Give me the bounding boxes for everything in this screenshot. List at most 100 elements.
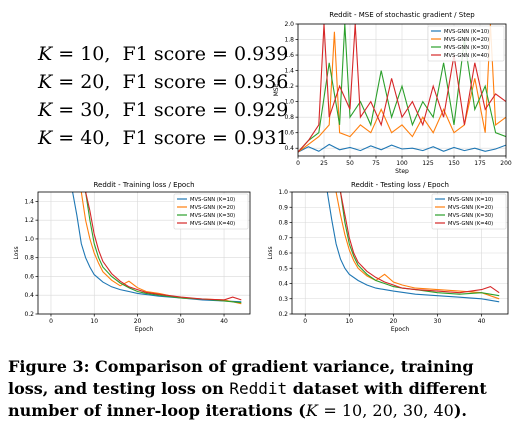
k-value: 40: [80, 127, 105, 149]
x-axis-label: Step: [395, 168, 409, 174]
metric-label: F1 score: [122, 127, 206, 149]
f1-value: 0.939: [233, 43, 289, 65]
series-line-k30: [339, 192, 500, 297]
x-tick-label: 0: [303, 318, 307, 325]
series-line-k10: [326, 192, 500, 303]
series-line-k20: [335, 192, 500, 300]
x-tick-label: 10: [90, 318, 98, 325]
y-tick-label: 0.4: [278, 281, 288, 288]
f1-row-k20: K = 20, F1 score = 0.936: [38, 71, 289, 93]
chart-title: Reddit - Training loss / Epoch: [93, 181, 194, 189]
y-tick-label: 0.9: [278, 204, 288, 211]
series-line-k40: [339, 192, 500, 294]
x-tick-label: 150: [448, 160, 460, 167]
chart-title: Reddit - Testing loss / Epoch: [351, 181, 449, 189]
y-tick-label: 1.2: [284, 83, 294, 90]
caption-suffix: ).: [453, 401, 467, 420]
k-symbol: K: [38, 99, 53, 121]
metric-label: F1 score: [122, 99, 206, 121]
k-symbol: K: [38, 71, 53, 93]
legend-label: MVS-GNN (K=10): [190, 197, 235, 203]
x-tick-label: 20: [390, 318, 398, 325]
y-tick-label: 0.8: [278, 220, 288, 227]
y-tick-label: 0.2: [278, 311, 288, 318]
legend-label: MVS-GNN (K=30): [444, 45, 489, 51]
series-group: [298, 24, 506, 153]
legend-label: MVS-GNN (K=40): [444, 53, 489, 59]
k-value: 10: [80, 43, 105, 65]
x-tick-label: 50: [346, 160, 354, 167]
legend-label: MVS-GNN (K=20): [444, 37, 489, 43]
series-group: [72, 192, 242, 305]
series-line-k30: [298, 24, 506, 153]
x-tick-label: 100: [396, 160, 408, 167]
mse-chart: 0 25 50 75 100 125 150 175 200 0.4 0.6 0.8 1.0 1.2 1.4…: [273, 11, 512, 174]
y-tick-label: 1.6: [284, 52, 294, 59]
k-value: 30: [80, 99, 105, 121]
x-tick-label: 20: [134, 318, 142, 325]
series-line-k10: [298, 143, 506, 153]
y-tick-label: 0.2: [24, 311, 34, 318]
y-tick-label: 0.6: [284, 130, 294, 137]
x-axis-label: Epoch: [135, 326, 154, 333]
y-tick-label: 0.3: [278, 296, 288, 303]
legend-box: [173, 193, 249, 230]
legend-label: MVS-GNN (K=20): [448, 205, 493, 211]
legend-box: [431, 193, 507, 230]
testing-loss-chart: 0 10 20 30 40 0.2 0.3 0.4 0.5 0.6 0.7 0.8 0.9 1.0 Redd…: [267, 181, 509, 333]
y-axis-label: Loss: [13, 246, 20, 259]
legend: MVS-GNN (K=10) MVS-GNN (K=20) MVS-GNN (K=3…: [173, 193, 249, 230]
caption-middle: dataset with different number of inner-l…: [8, 379, 487, 420]
metric-label: F1 score: [122, 43, 206, 65]
series-line-k40: [85, 192, 242, 301]
y-tick-label: 0.8: [284, 114, 294, 121]
x-axis-label: Epoch: [391, 326, 410, 333]
caption-dataset: Reddit: [229, 379, 288, 398]
x-tick-label: 30: [177, 318, 185, 325]
y-tick-label: 1.2: [24, 217, 34, 224]
x-tick-label: 10: [345, 318, 353, 325]
training-loss-chart: 0 10 20 30 40 0.2 0.4 0.6 0.8 1.0 1.2 1.4 Reddit - T…: [13, 181, 251, 333]
f1-score-list: K = 10, F1 score = 0.939 K = 20, F1 scor…: [38, 40, 289, 152]
y-tick-label: 0.4: [284, 145, 294, 152]
caption-values: = 10, 20, 30, 40: [323, 401, 454, 420]
y-tick-label: 0.6: [278, 250, 288, 257]
y-tick-label: 2.0: [284, 21, 294, 28]
caption-prefix: Figure 3: Comparison of gradient varianc…: [8, 357, 474, 398]
legend-label: MVS-GNN (K=10): [444, 29, 489, 35]
chart-title: Reddit - MSE of stochastic gradient / St…: [329, 11, 475, 19]
legend: MVS-GNN (K=10) MVS-GNN (K=20) MVS-GNN (K=3…: [431, 193, 507, 230]
x-tick-label: 125: [422, 160, 434, 167]
legend: MVS-GNN (K=10) MVS-GNN (K=20) MVS-GNN (K=3…: [427, 25, 505, 62]
plot-frame: [37, 191, 251, 315]
k-value: 20: [80, 71, 105, 93]
f1-value: 0.936: [233, 71, 289, 93]
y-tick-label: 0.8: [24, 255, 34, 262]
legend-label: MVS-GNN (K=10): [448, 197, 493, 203]
y-tick-label: 1.4: [24, 198, 34, 205]
y-tick-label: 0.6: [24, 273, 34, 280]
x-tick-label: 0: [49, 318, 53, 325]
x-tick-label: 175: [474, 160, 486, 167]
y-tick-label: 1.0: [278, 189, 288, 196]
k-symbol: K: [38, 43, 53, 65]
f1-row-k10: K = 10, F1 score = 0.939: [38, 43, 289, 65]
x-tick-label: 40: [220, 318, 228, 325]
y-axis-label: Loss: [267, 246, 274, 259]
caption-k-var: K: [305, 401, 318, 420]
f1-row-k30: K = 30, F1 score = 0.929: [38, 99, 289, 121]
legend-label: MVS-GNN (K=40): [190, 221, 235, 227]
x-tick-label: 30: [434, 318, 442, 325]
series-line-k20: [298, 24, 506, 153]
legend-label: MVS-GNN (K=40): [448, 221, 493, 227]
legend-label: MVS-GNN (K=20): [190, 205, 235, 211]
k-symbol: K: [38, 127, 53, 149]
f1-row-k40: K = 40, F1 score = 0.931: [38, 127, 289, 149]
f1-value: 0.929: [233, 99, 289, 121]
x-tick-label: 75: [372, 160, 380, 167]
legend-label: MVS-GNN (K=30): [448, 213, 493, 219]
series-group: [326, 192, 500, 303]
series-line-k40: [298, 24, 506, 153]
y-axis-label: MSE: [273, 83, 280, 96]
legend-label: MVS-GNN (K=30): [190, 213, 235, 219]
